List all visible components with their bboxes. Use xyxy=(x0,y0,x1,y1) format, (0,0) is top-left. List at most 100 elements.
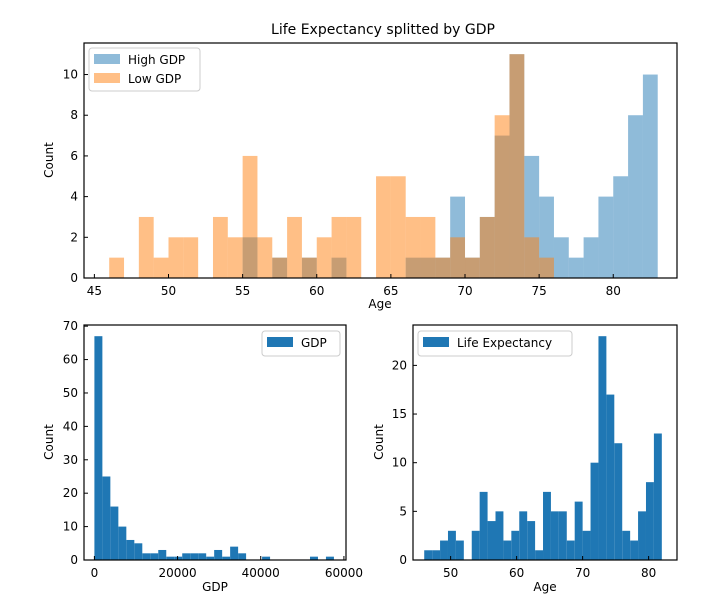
bar-gdp-9 xyxy=(166,556,175,560)
y-axis-label: Count xyxy=(42,142,56,178)
bar-low-gdp-1 xyxy=(138,216,154,278)
plot-frame xyxy=(83,42,678,279)
y-tick-label: 0 xyxy=(399,553,407,567)
bar-life-expectancy-28 xyxy=(645,482,654,560)
y-tick-label: 30 xyxy=(63,453,78,467)
bar-high-gdp-19 xyxy=(628,115,643,278)
y-tick-label: 40 xyxy=(63,419,78,433)
bar-life-expectancy-27 xyxy=(638,511,646,560)
bar-gdp-7 xyxy=(150,553,159,560)
bar-low-gdp-3 xyxy=(168,237,184,278)
bar-life-expectancy-19 xyxy=(574,501,583,560)
bar-life-expectancy-2 xyxy=(440,540,448,560)
bar-life-expectancy-26 xyxy=(630,540,639,560)
gdp-histogram: 0 20000 40000 60000 0 10 20 30 40 50 60 70 GDP Cou… xyxy=(42,319,363,594)
bar-life-expectancy-9 xyxy=(495,511,504,560)
x-axis-ticks: 50 60 70 80 xyxy=(443,556,656,580)
bar-life-expectancy-17 xyxy=(558,511,567,560)
bar-low-gdp-5 xyxy=(212,216,228,278)
x-tick-label: 0 xyxy=(91,566,99,580)
bar-low-gdp-26 xyxy=(539,257,554,278)
bar-low-gdp-7 xyxy=(242,155,258,278)
bar-life-expectancy-11 xyxy=(511,530,520,560)
bar-gdp-5 xyxy=(134,543,143,560)
bar-gdp-16 xyxy=(222,556,231,560)
bar-low-gdp-20 xyxy=(450,237,466,278)
x-tick-label: 70 xyxy=(457,284,472,298)
bar-low-gdp-23 xyxy=(494,115,510,278)
plot-frame xyxy=(83,324,347,561)
bar-high-gdp-17 xyxy=(598,196,614,278)
x-tick-label: 60 xyxy=(509,566,524,580)
x-tick-label: 50 xyxy=(443,566,458,580)
bar-gdp-18 xyxy=(238,553,247,560)
bar-life-expectancy-21 xyxy=(590,462,599,560)
bar-life-expectancy-18 xyxy=(566,540,575,560)
x-tick-label: 80 xyxy=(641,566,656,580)
bar-low-gdp-2 xyxy=(153,257,169,278)
bar-gdp-13 xyxy=(198,553,207,560)
bar-life-expectancy-10 xyxy=(503,540,512,560)
y-tick-label: 10 xyxy=(63,68,78,82)
bar-life-expectancy-8 xyxy=(487,521,496,560)
y-tick-label: 5 xyxy=(399,504,407,518)
life-expectancy-histogram: 50 60 70 80 0 5 10 15 20 Age Count Life Expecta… xyxy=(372,324,678,594)
top-bars xyxy=(109,54,658,278)
legend-label-gdp: GDP xyxy=(301,336,327,350)
bar-low-gdp-25 xyxy=(524,237,540,278)
bar-gdp-1 xyxy=(102,476,111,560)
x-tick-label: 55 xyxy=(235,284,250,298)
bar-life-expectancy-6 xyxy=(471,530,480,560)
y-tick-label: 4 xyxy=(70,190,78,204)
bar-high-gdp-18 xyxy=(613,176,629,278)
legend: Life Expectancy xyxy=(417,330,573,357)
bar-gdp-10 xyxy=(174,556,183,560)
bar-low-gdp-14 xyxy=(346,216,362,278)
bar-low-gdp-8 xyxy=(257,237,273,278)
legend-label-high-gdp: High GDP xyxy=(128,53,185,67)
y-axis-ticks: 0 2 4 6 8 10 xyxy=(63,68,88,285)
bar-low-gdp-13 xyxy=(331,216,347,278)
legend-box xyxy=(417,330,573,357)
bar-low-gdp-16 xyxy=(390,176,406,278)
bar-life-expectancy-3 xyxy=(447,530,456,560)
x-tick-label: 80 xyxy=(606,284,621,298)
bar-low-gdp-24 xyxy=(509,54,525,278)
bar-gdp-27 xyxy=(309,556,318,560)
bar-gdp-15 xyxy=(214,549,223,560)
legend-swatch-life-expectancy xyxy=(423,337,449,347)
bar-gdp-2 xyxy=(110,506,119,560)
bar-high-gdp-20 xyxy=(642,74,658,278)
life-expectancy-bars xyxy=(424,336,662,560)
bar-low-gdp-19 xyxy=(435,257,451,278)
bar-gdp-3 xyxy=(118,526,127,560)
legend-swatch-low-gdp xyxy=(94,73,120,83)
x-tick-label: 40000 xyxy=(242,566,280,580)
y-tick-label: 10 xyxy=(63,520,78,534)
y-axis-ticks: 0 10 20 30 40 50 60 70 xyxy=(63,319,88,567)
bar-life-expectancy-16 xyxy=(550,511,559,560)
bar-gdp-14 xyxy=(206,556,215,560)
bar-low-gdp-10 xyxy=(287,216,302,278)
bar-gdp-21 xyxy=(262,556,271,560)
y-tick-label: 50 xyxy=(63,386,78,400)
bar-life-expectancy-23 xyxy=(606,394,615,560)
bar-low-gdp-4 xyxy=(183,237,199,278)
bar-gdp-17 xyxy=(230,546,239,560)
x-tick-label: 70 xyxy=(575,566,590,580)
chart-title: Life Expectancy splitted by GDP xyxy=(271,22,495,38)
x-axis-label: Age xyxy=(368,297,391,311)
bar-low-gdp-21 xyxy=(465,257,480,278)
x-tick-label: 45 xyxy=(87,284,102,298)
y-tick-label: 6 xyxy=(70,149,78,163)
legend: GDP xyxy=(261,330,341,357)
y-axis-label: Count xyxy=(42,424,56,460)
x-tick-label: 20000 xyxy=(158,566,196,580)
y-tick-label: 8 xyxy=(70,108,78,122)
y-axis-ticks: 0 5 10 15 20 xyxy=(392,358,417,567)
x-tick-label: 60 xyxy=(309,284,324,298)
bar-gdp-0 xyxy=(94,336,103,560)
bar-gdp-11 xyxy=(182,553,191,560)
bar-life-expectancy-12 xyxy=(519,511,528,560)
